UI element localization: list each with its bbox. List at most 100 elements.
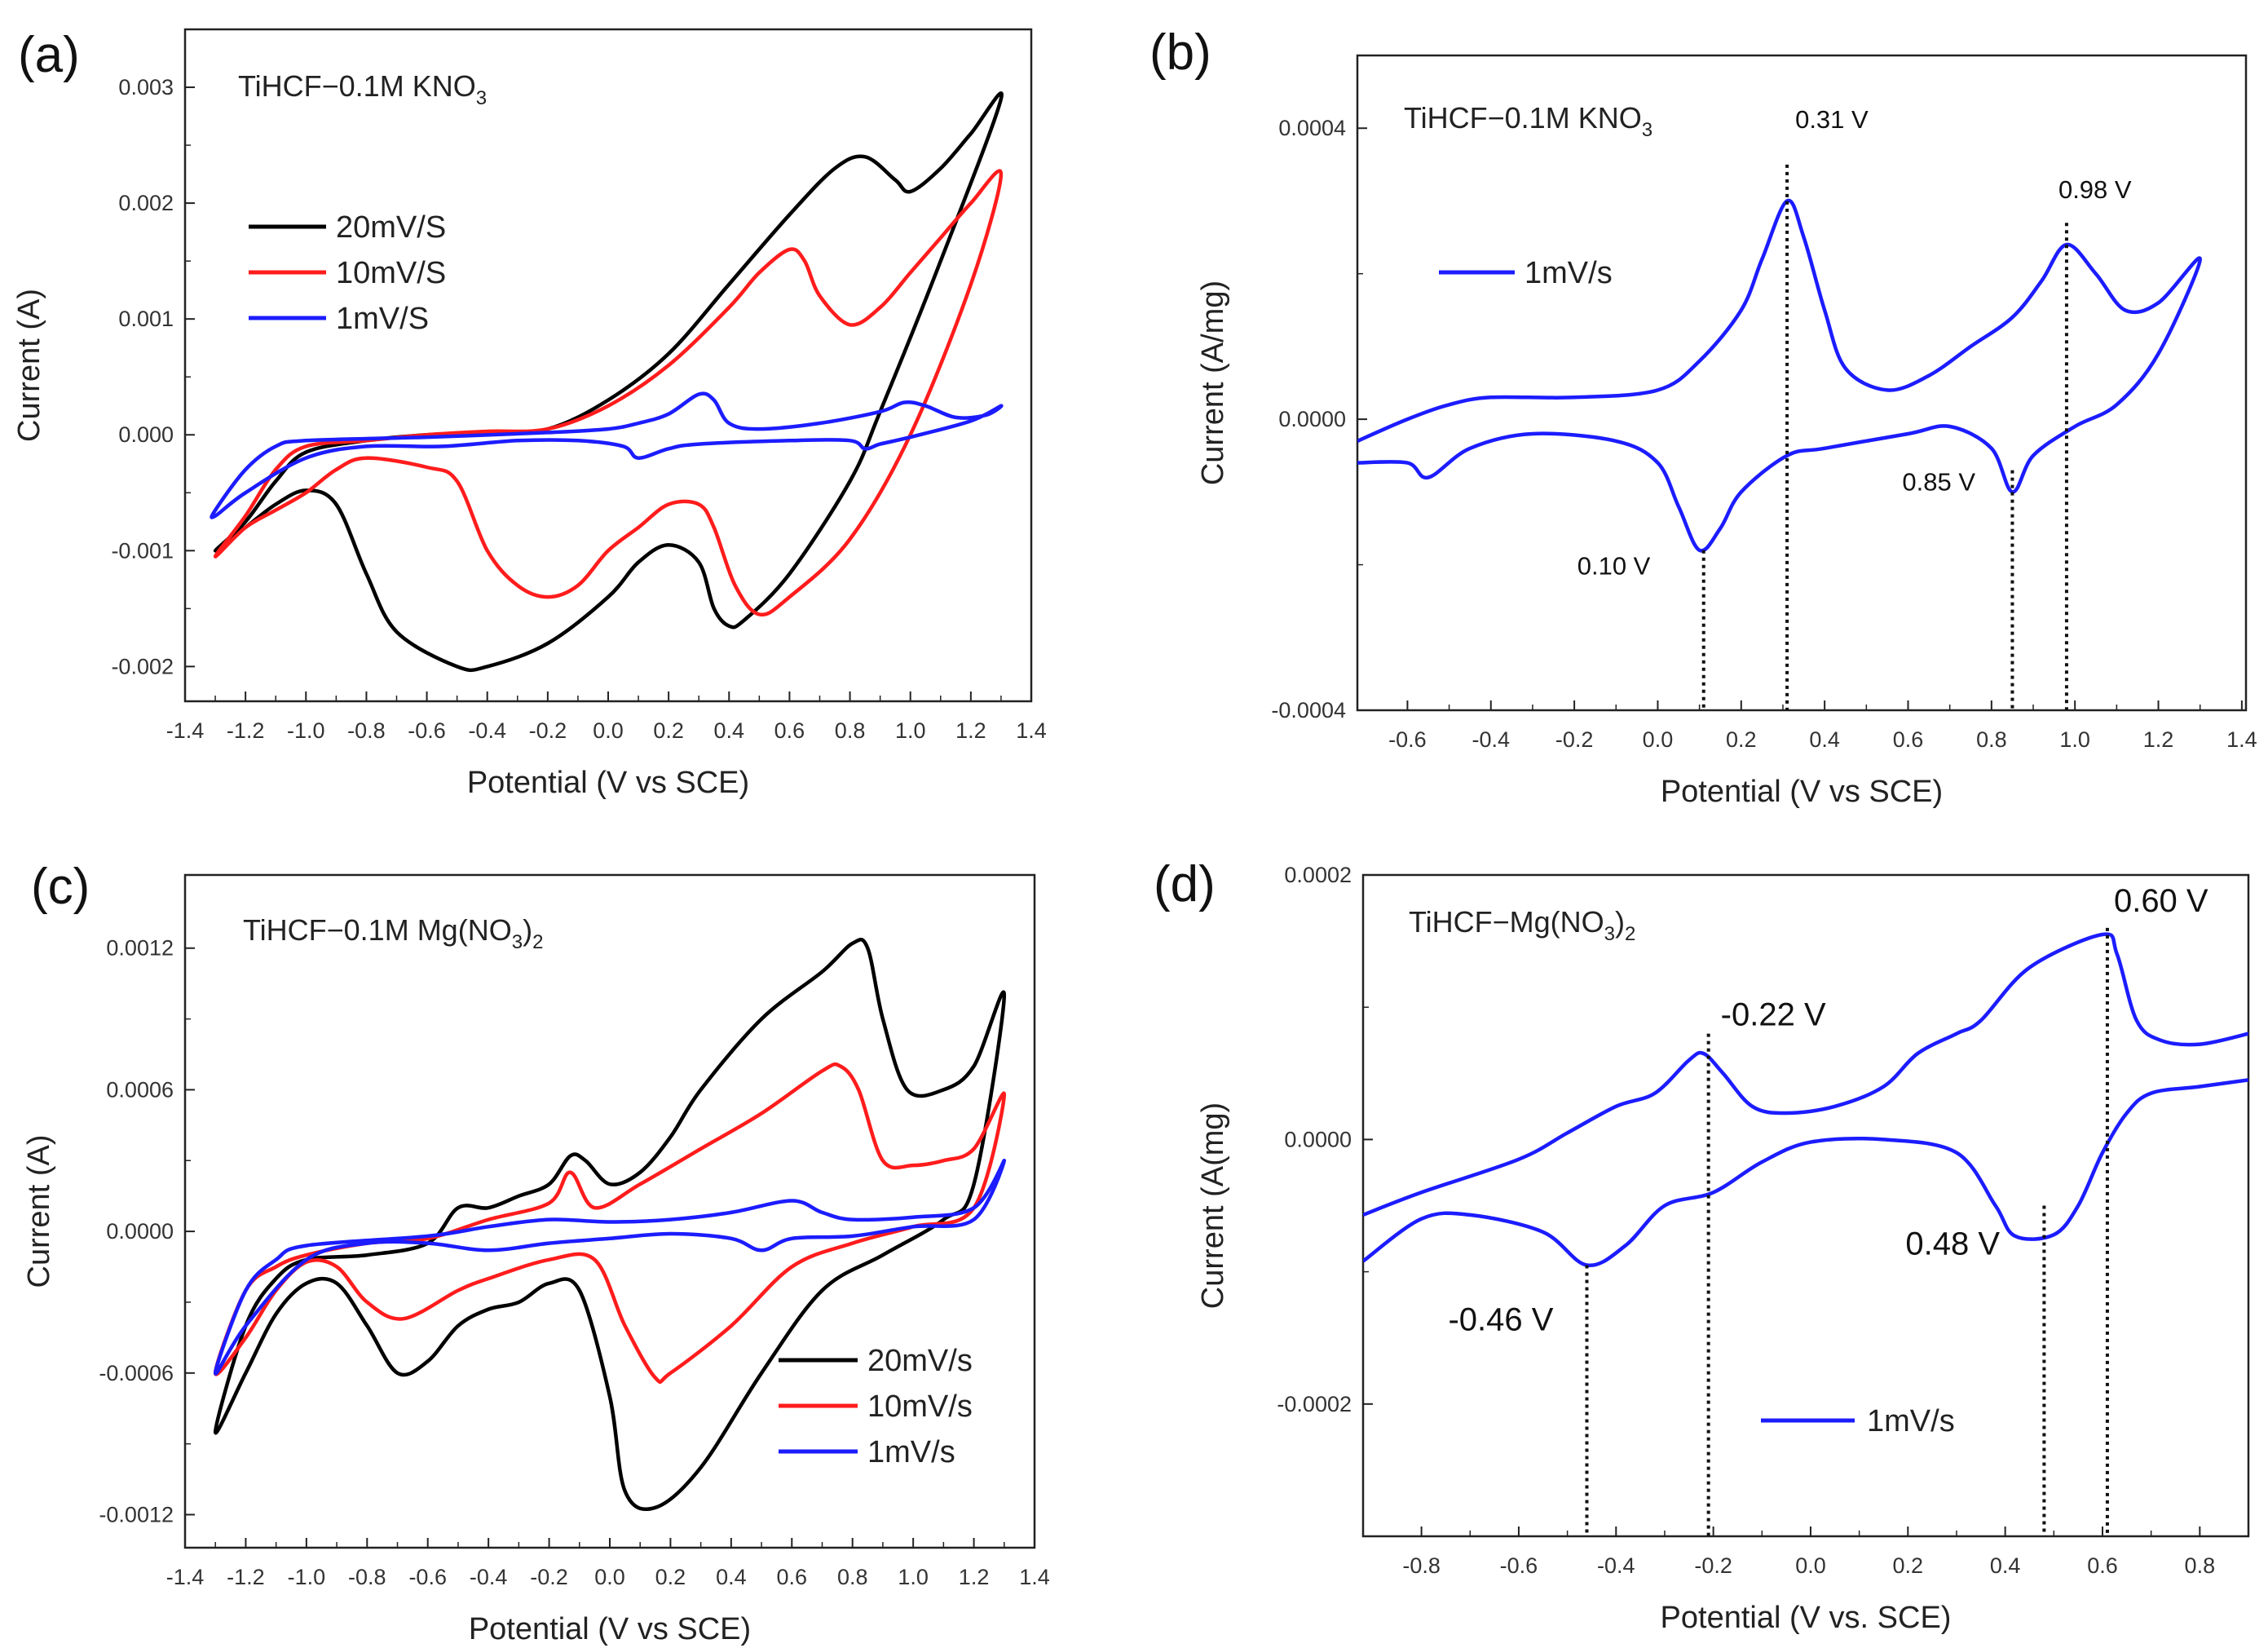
legend-label: 1mV/s (867, 1435, 955, 1469)
x-tick-label: 0.8 (2185, 1553, 2216, 1578)
x-tick-label: 0.8 (835, 718, 866, 743)
y-tick-label: 0.0002 (1284, 863, 1352, 887)
x-tick-label: -0.6 (1388, 727, 1427, 752)
peak-label: -0.22 V (1721, 997, 1826, 1033)
series-line-1mVS (210, 391, 1004, 519)
y-tick-label: -0.0006 (99, 1361, 174, 1385)
peak-label: -0.46 V (1448, 1301, 1553, 1337)
series-line-10mVS (213, 169, 1004, 617)
series-line-10mVs (213, 1062, 1007, 1385)
panel-label: (a) (18, 27, 80, 83)
x-tick-label: -0.6 (1500, 1553, 1538, 1578)
y-tick-label: 0.001 (118, 307, 174, 331)
plot-area (1357, 198, 2202, 553)
x-tick-label: 0.0 (1795, 1553, 1826, 1578)
x-axis-title: Potential (V vs SCE) (467, 766, 749, 800)
plot-area (213, 938, 1007, 1512)
series-line-1mVs (213, 1159, 1007, 1376)
x-tick-label: 0.2 (655, 1565, 686, 1589)
peak-label: 0.60 V (2114, 883, 2208, 919)
x-tick-label: 0.8 (837, 1565, 868, 1589)
peak-label: 0.48 V (1905, 1226, 2000, 1262)
y-tick-label: -0.0002 (1277, 1392, 1352, 1416)
x-tick-label: -1.2 (227, 718, 265, 743)
y-tick-label: 0.0000 (1278, 407, 1346, 431)
y-tick-label: 0.0006 (106, 1077, 174, 1102)
x-tick-label: -0.4 (470, 1565, 508, 1589)
x-tick-label: -1.0 (287, 718, 325, 743)
series-line-1mVs (1357, 198, 2202, 553)
panel-label: (b) (1149, 24, 1211, 81)
plot-title: TiHCF−Mg(NO3)2 (1409, 905, 1635, 945)
title-subscript: 3 (1642, 119, 1652, 141)
x-tick-label: -0.6 (408, 1565, 447, 1589)
x-tick-label: 0.4 (1809, 727, 1840, 752)
x-tick-label: -1.0 (288, 1565, 326, 1589)
x-tick-label: 1.0 (898, 1565, 929, 1589)
title-text: TiHCF−0.1M KNO (1404, 101, 1642, 135)
x-axis-title: Potential (V vs. SCE) (1661, 1601, 1952, 1635)
chart-panel-a: -1.4 -1.2 -1.0 -0.8 -0.6 -0.4 -0.2 0.0 0.2 0.4 0.6… (12, 27, 1047, 800)
title-subscript: 3 (512, 931, 523, 953)
x-tick-label: 1.2 (959, 1565, 990, 1589)
x-tick-label: 0.6 (2087, 1553, 2118, 1578)
plot-frame (1356, 54, 2248, 712)
title-subscript: 3 (476, 87, 487, 109)
title-text: TiHCF−Mg(NO (1409, 905, 1604, 939)
peak-label: 0.10 V (1577, 552, 1651, 581)
x-tick-label: -0.4 (468, 718, 506, 743)
peak-label: 0.85 V (1902, 468, 1975, 497)
x-tick-label: -1.4 (166, 718, 205, 743)
y-axis-title: Current (A) (12, 289, 46, 442)
x-tick-label: 0.6 (777, 1565, 808, 1589)
plot-frame (183, 28, 1033, 703)
x-axis-title: Potential (V vs SCE) (469, 1612, 751, 1646)
title-text: TiHCF−0.1M KNO (238, 69, 476, 103)
x-tick-label: 0.0 (593, 718, 624, 743)
plot-frame (1361, 873, 2250, 1538)
chart-panel-b: -0.6 -0.4 -0.2 0.0 0.2 0.4 0.6 0.8 1.0 1.2 1.4 -0.0… (1149, 24, 2257, 809)
legend-label: 10mV/s (867, 1390, 973, 1424)
x-tick-label: 1.2 (2143, 727, 2174, 752)
x-tick-label: 0.2 (1893, 1553, 1924, 1578)
title-subscript: 2 (1625, 923, 1635, 945)
plot-title: TiHCF−0.1M KNO3 (1404, 101, 1652, 141)
y-tick-label: 0.0000 (106, 1219, 174, 1244)
peak-label: 0.31 V (1795, 105, 1869, 134)
y-tick-label: 0.002 (118, 191, 174, 215)
x-tick-label: -1.2 (227, 1565, 265, 1589)
x-tick-label: 0.4 (714, 718, 745, 743)
legend-label: 20mV/S (336, 210, 446, 245)
x-tick-label: -0.2 (1555, 727, 1594, 752)
x-tick-label: 0.6 (774, 718, 805, 743)
series-line-20mVs (213, 938, 1007, 1512)
series-line-return-1mVs (1363, 1078, 2248, 1267)
series-line-1mVs (1363, 932, 2248, 1217)
plot-area (1363, 932, 2248, 1267)
panel-label: (c) (31, 859, 90, 915)
chart-panel-c: -1.4 -1.2 -1.0 -0.8 -0.6 -0.4 -0.2 0.0 0.2 0.4 0.6… (22, 859, 1050, 1646)
y-tick-label: 0.000 (118, 422, 174, 447)
x-axis-title: Potential (V vs SCE) (1661, 775, 1943, 809)
title-text: ) (1615, 905, 1625, 939)
x-tick-label: 0.0 (594, 1565, 625, 1589)
legend-label: 10mV/S (336, 256, 446, 290)
legend-label: 1mV/s (1867, 1404, 1955, 1438)
y-tick-label: -0.0004 (1271, 698, 1346, 722)
title-subscript: 2 (532, 931, 543, 953)
plot-title: TiHCF−0.1M Mg(NO3)2 (243, 913, 543, 953)
x-tick-label: 1.4 (1019, 1565, 1050, 1589)
y-tick-label: -0.002 (111, 654, 174, 678)
x-tick-label: 0.4 (716, 1565, 747, 1589)
x-tick-label: -0.4 (1597, 1553, 1635, 1578)
legend-label: 1mV/S (336, 302, 429, 336)
x-tick-label: 1.0 (895, 718, 926, 743)
x-tick-label: -0.8 (1402, 1553, 1441, 1578)
y-axis-title: Current (A(mg) (1196, 1102, 1230, 1309)
x-tick-label: 0.8 (1976, 727, 2007, 752)
x-tick-label: -1.4 (166, 1565, 205, 1589)
chart-panel-d: -0.8 -0.6 -0.4 -0.2 0.0 0.2 0.4 0.6 0.8 -0.0002 0.… (1154, 856, 2250, 1635)
x-tick-label: 0.2 (653, 718, 684, 743)
y-axis-title: Current (A) (22, 1135, 56, 1288)
